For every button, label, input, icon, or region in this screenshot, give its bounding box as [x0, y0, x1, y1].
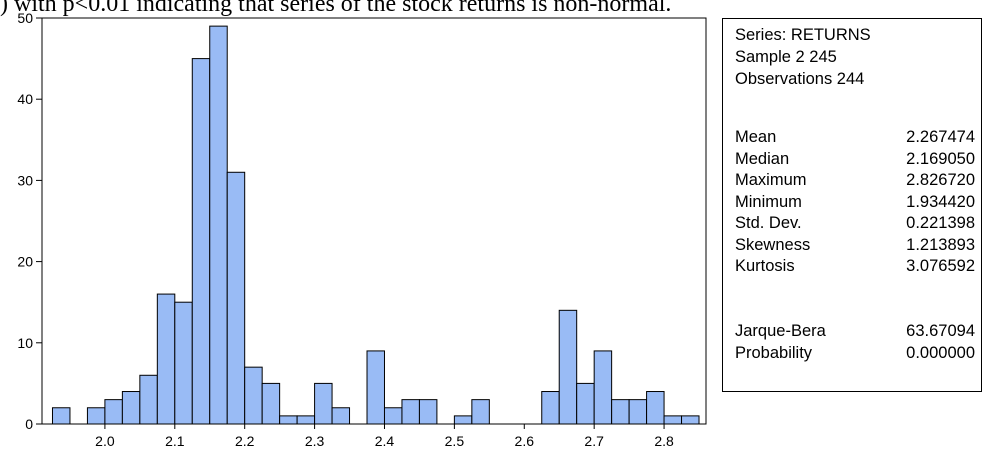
histogram-bar	[156, 293, 176, 425]
series-name: Series: RETURNS	[735, 26, 871, 44]
y-tick-label: 20	[17, 254, 33, 270]
stat-value: 2.826720	[906, 171, 975, 189]
histogram-bar	[471, 399, 490, 425]
histogram-bar	[541, 391, 560, 425]
y-tick-label: 30	[17, 172, 33, 188]
stat-row: Kurtosis 3.076592	[735, 256, 975, 278]
x-tick-label: 2.8	[654, 433, 674, 449]
histogram-bar	[86, 407, 106, 425]
histogram-bar	[296, 415, 316, 425]
histogram-bar	[121, 391, 141, 425]
histogram-bar	[209, 25, 228, 425]
histogram-bar	[244, 366, 263, 425]
x-tick-label: 2.5	[445, 433, 465, 449]
histogram-bar	[558, 309, 578, 425]
stat-label: Maximum	[735, 171, 807, 189]
y-tick-label: 50	[17, 10, 33, 26]
descriptive-statistics-panel: Series: RETURNS Sample 2 245 Observation…	[722, 18, 982, 392]
stat-value: 2.267474	[906, 128, 975, 146]
stat-row: Skewness 1.213893	[735, 235, 975, 257]
stat-value: 63.67094	[906, 322, 975, 340]
histogram-bar	[628, 399, 648, 425]
stat-value: 0.221398	[906, 214, 975, 232]
histogram-bar	[418, 399, 438, 425]
histogram-bar	[366, 350, 385, 425]
histogram-bar	[314, 382, 333, 425]
x-tick-label: 2.0	[95, 433, 115, 449]
stat-label: Std. Dev.	[735, 214, 802, 232]
histogram-bar	[611, 399, 630, 425]
x-tick-label: 2.4	[375, 433, 395, 449]
stat-label: Skewness	[735, 235, 811, 254]
histogram-bar	[576, 382, 595, 425]
stat-row: Mean 2.267474	[735, 127, 975, 149]
histogram-bar	[279, 415, 298, 425]
x-tick-label: 2.7	[584, 433, 604, 449]
stat-row: Jarque-Bera 63.67094	[735, 321, 975, 343]
stat-row: Minimum 1.934420	[735, 192, 975, 214]
stat-label: Minimum	[735, 192, 802, 211]
histogram-bar	[453, 415, 473, 425]
stat-value: 2.169050	[906, 149, 975, 168]
histogram-bar	[191, 58, 211, 425]
x-tick-label: 2.6	[515, 433, 535, 449]
stat-label: Median	[735, 149, 790, 168]
observations-count: Observations 244	[735, 70, 865, 88]
plot-frame	[41, 17, 707, 425]
x-tick-label: 2.1	[165, 433, 185, 449]
histogram-bar	[646, 391, 665, 425]
stat-row: Median 2.169050	[735, 149, 975, 171]
histogram-bar	[593, 350, 613, 425]
histogram-bar	[174, 301, 193, 425]
x-tick-label: 2.2	[235, 433, 255, 449]
histogram-bar	[401, 399, 420, 425]
histogram-bar	[139, 374, 158, 425]
histogram-chart: 0 10 20 30 40 50 2.0 2.1 2.2 2.3 2.4 2.5 2.6 2.7 2.8	[17, 10, 707, 449]
stat-label: Kurtosis	[735, 257, 795, 275]
histogram-bar	[104, 399, 123, 425]
sample-range: Sample 2 245	[735, 48, 837, 66]
y-tick-label: 10	[17, 335, 33, 351]
histogram-bar	[681, 415, 700, 425]
histogram-bar	[261, 382, 281, 425]
stat-label: Mean	[735, 128, 777, 146]
stat-row: Probability 0.000000	[735, 343, 975, 365]
stat-value: 0.000000	[906, 343, 975, 362]
stat-value: 3.076592	[906, 257, 975, 275]
histogram-bar	[663, 415, 683, 425]
x-tick-label: 2.3	[305, 433, 325, 449]
histogram-bar	[383, 407, 403, 425]
histogram-bar	[331, 407, 351, 425]
y-tick-label: 0	[25, 416, 33, 432]
stat-value: 1.213893	[906, 235, 975, 254]
y-tick-label: 40	[17, 91, 33, 107]
stat-label: Jarque-Bera	[735, 322, 826, 340]
stat-row: Maximum 2.826720	[735, 170, 975, 192]
stat-row: Std. Dev. 0.221398	[735, 213, 975, 235]
caption-text: ) with p<0.01 indicating that series of …	[0, 0, 672, 17]
histogram-bar	[51, 407, 71, 425]
histogram-bar	[226, 171, 246, 425]
stat-label: Probability	[735, 343, 813, 362]
stat-value: 1.934420	[906, 192, 975, 211]
